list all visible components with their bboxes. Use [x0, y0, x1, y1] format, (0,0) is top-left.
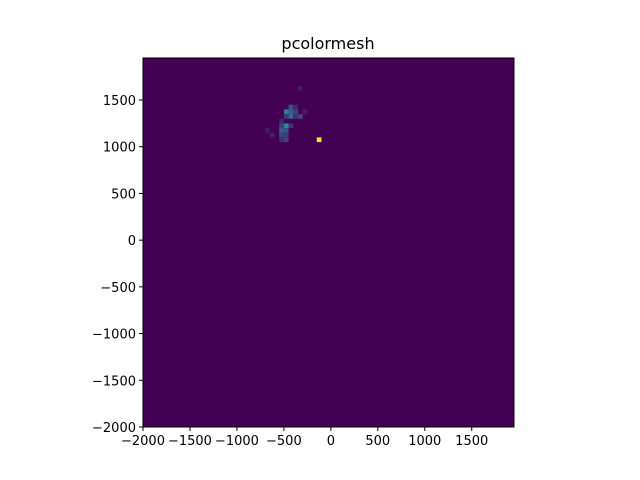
- axes-frame: [142, 57, 515, 428]
- y-tick-label: −500: [100, 281, 136, 296]
- heatmap-cell: [283, 114, 289, 119]
- heatmap-cell: [279, 128, 284, 133]
- heatmap-cell: [297, 114, 303, 119]
- y-tick-label: −1000: [92, 328, 136, 343]
- heatmap-cell: [288, 123, 294, 129]
- heatmap-cell: [265, 128, 270, 133]
- heatmap-cell: [283, 123, 289, 129]
- heatmap-cell: [288, 109, 294, 115]
- heatmap-cell: [279, 123, 284, 129]
- x-tick-label: −2000: [121, 434, 165, 449]
- y-tick-label: 1500: [103, 94, 136, 109]
- heatmap-cell: [302, 109, 308, 115]
- heatmap-cell: [279, 132, 284, 138]
- y-tick-label: 1000: [103, 141, 136, 156]
- heatmap-cell: [283, 109, 289, 115]
- heatmap-cell: [283, 137, 289, 143]
- heatmap-cell: [283, 128, 289, 133]
- x-axis: −2000 −1500 −1000 −500 0 500 1000 1500: [121, 427, 488, 449]
- x-tick-label: −1500: [168, 434, 212, 449]
- heatmap-background: [143, 58, 514, 427]
- y-axis: −2000 −1500 −1000 −500 0 500 1000 1500: [92, 94, 143, 436]
- plot-area: [143, 58, 514, 427]
- heatmap-cell: [293, 109, 298, 115]
- heatmap-cell: [293, 104, 298, 110]
- chart-title: pcolormesh: [281, 34, 374, 53]
- heatmap-cell: [297, 86, 303, 91]
- y-tick-label: 0: [128, 234, 136, 249]
- x-tick-label: −500: [266, 434, 302, 449]
- heatmap-cell: [279, 118, 284, 124]
- heatmap-cell: [288, 114, 294, 119]
- x-tick-label: 1000: [408, 434, 441, 449]
- heatmap-cell: [288, 104, 294, 110]
- x-tick-label: 1500: [455, 434, 488, 449]
- heatmap-cell: [293, 114, 298, 119]
- heatmap-cell: [316, 137, 322, 143]
- heatmap-cell: [279, 137, 284, 143]
- heatmap-cell: [283, 132, 289, 138]
- x-tick-label: 0: [327, 434, 335, 449]
- y-tick-label: −1500: [92, 374, 136, 389]
- y-tick-label: −2000: [92, 421, 136, 436]
- y-tick-label: 500: [111, 187, 136, 202]
- x-tick-label: 500: [365, 434, 390, 449]
- heatmap-cell: [269, 132, 275, 138]
- x-tick-label: −1000: [215, 434, 259, 449]
